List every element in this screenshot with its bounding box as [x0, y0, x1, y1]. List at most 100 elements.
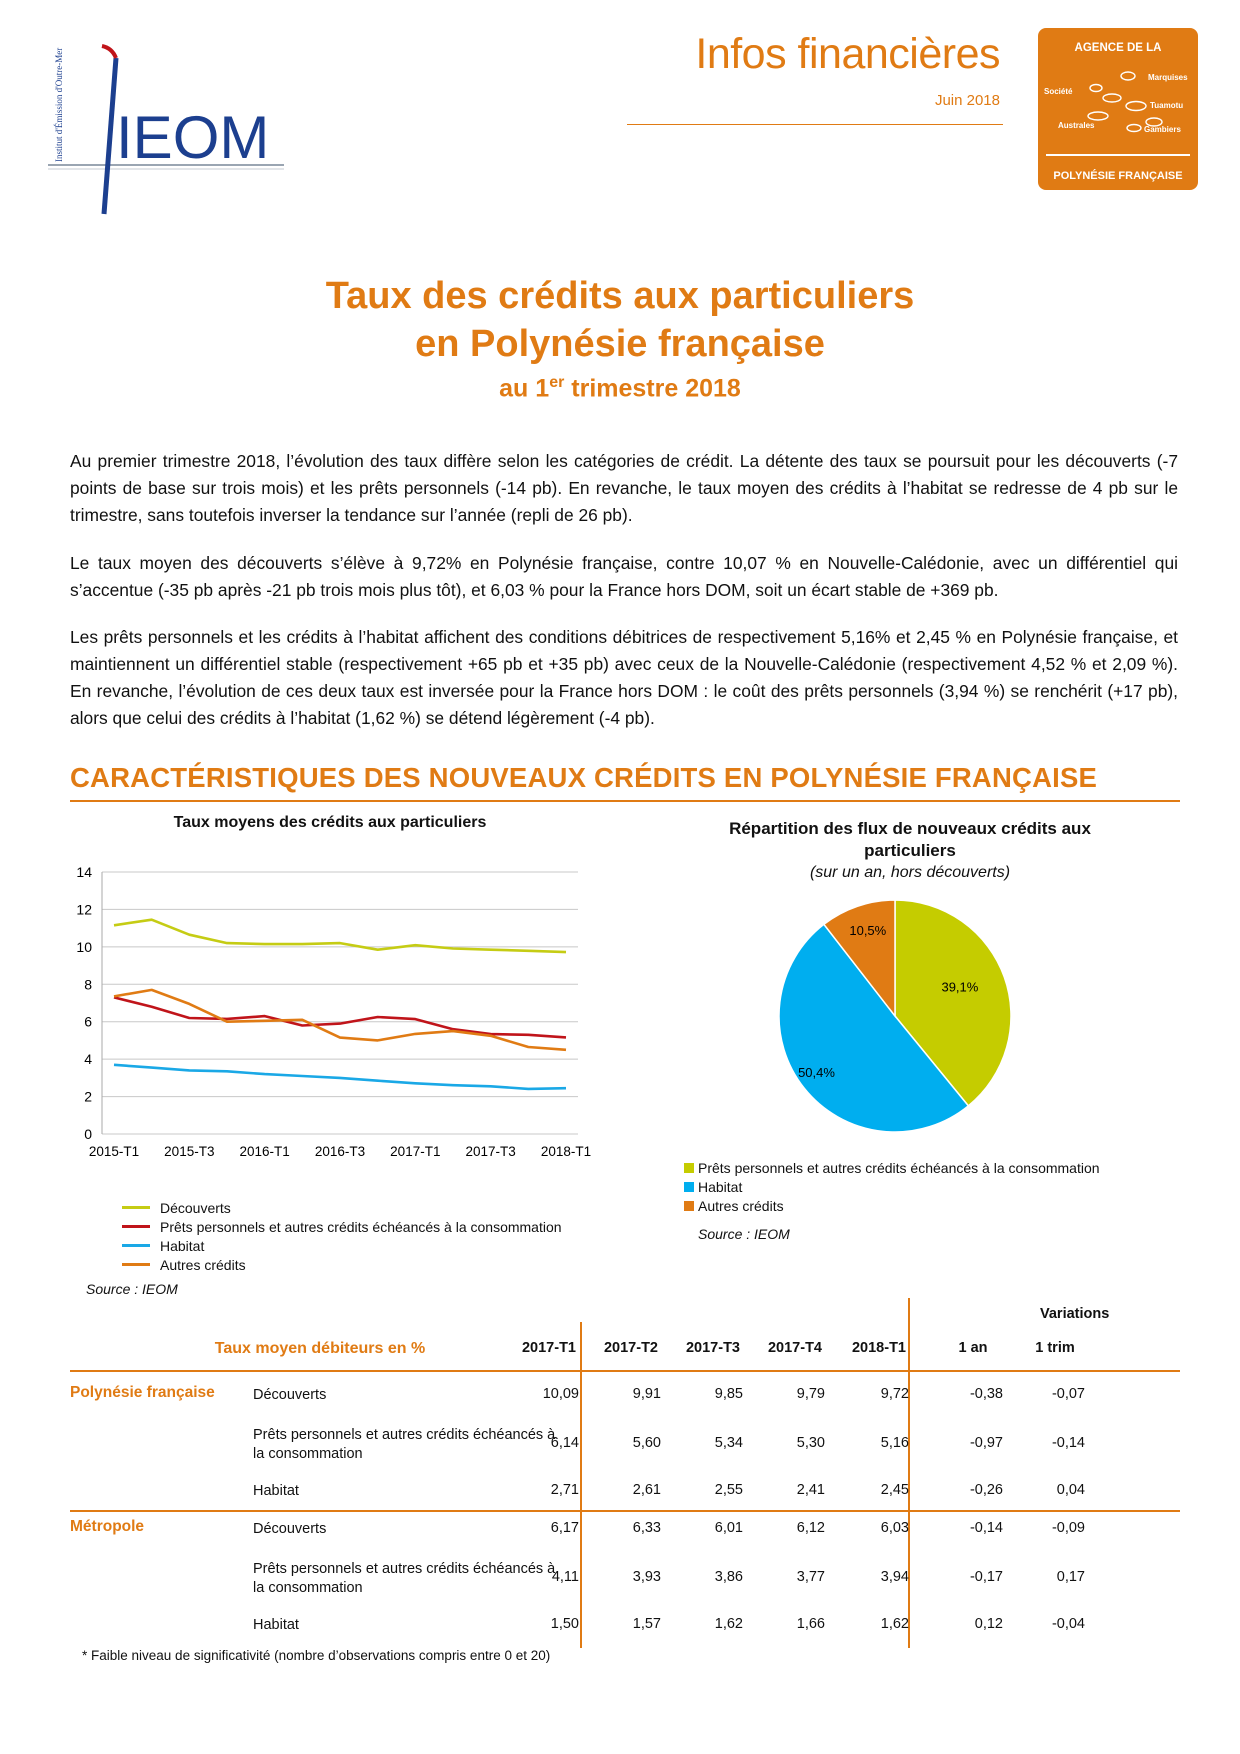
column-header: 1 trim	[1035, 1340, 1075, 1356]
table-cell: 1,50	[550, 1616, 579, 1632]
y-tick-label: 6	[84, 1014, 92, 1030]
table-cell: 6,14	[550, 1435, 579, 1451]
y-tick-label: 8	[84, 976, 92, 992]
svg-text:Marquises: Marquises	[1148, 73, 1188, 82]
table-cell: 4,11	[551, 1569, 579, 1585]
pie-slice-0	[894, 899, 1012, 1107]
legend-swatch	[122, 1206, 150, 1209]
pie-data-label: 50,4%	[798, 1065, 835, 1080]
doc-type: Infos financières	[695, 30, 1000, 78]
region-label: Polynésie française	[70, 1384, 215, 1401]
row-label: Habitat	[253, 1617, 299, 1633]
table-footnote: * Faible niveau de significativité (nomb…	[82, 1648, 551, 1663]
report-title: Taux des crédits aux particuliers en Pol…	[0, 272, 1240, 403]
row-label: Prêts personnels et autres crédits échéa…	[253, 1561, 556, 1596]
title-line-2: en Polynésie française	[415, 323, 825, 365]
column-header: 2017-T4	[767, 1340, 822, 1356]
agency-badge: AGENCE DE LA Marquises Société Tuamotu A…	[1038, 28, 1198, 190]
x-tick-label: 2015-T1	[89, 1144, 139, 1159]
table-cell: 2,71	[550, 1482, 579, 1498]
column-header: 2017-T2	[603, 1340, 658, 1356]
y-tick-label: 14	[76, 864, 92, 880]
table-cell: -0,38	[969, 1386, 1003, 1402]
pie-legend-autres: Autres crédits	[684, 1196, 1100, 1215]
x-tick-label: 2015-T3	[164, 1144, 214, 1159]
line-chart-legend: Découverts Prêts personnels et autres cr…	[122, 1198, 562, 1274]
row-label: Découverts	[253, 1521, 327, 1537]
variations-label: Variations	[1040, 1306, 1110, 1322]
table-cell: 6,03	[880, 1520, 909, 1536]
column-header: 2017-T1	[521, 1340, 576, 1356]
legend-prets: Prêts personnels et autres crédits échéa…	[122, 1217, 562, 1236]
table-cell: 3,86	[714, 1569, 743, 1585]
y-tick-label: 2	[84, 1089, 92, 1105]
table-rule-header	[70, 1370, 1180, 1372]
table-cell: 2,61	[632, 1482, 661, 1498]
y-tick-label: 4	[84, 1051, 92, 1067]
table-cell: 1,57	[632, 1616, 661, 1632]
agency-rule	[1046, 154, 1190, 156]
table-cell: 3,94	[880, 1569, 909, 1585]
table-rule-vertical	[908, 1298, 910, 1648]
agency-top: AGENCE DE LA	[1074, 42, 1162, 54]
table-cell: -0,14	[1051, 1435, 1085, 1451]
header-rule	[627, 124, 1003, 125]
table-cell: 10,09	[542, 1386, 579, 1402]
column-header: 2017-T3	[685, 1340, 740, 1356]
pie-data-label: 10,5%	[849, 923, 886, 938]
y-tick-label: 10	[76, 939, 92, 955]
islands-map-icon: Marquises Société Tuamotu Australes Gamb…	[1044, 71, 1188, 134]
legend-swatch	[684, 1181, 694, 1192]
legend-swatch	[122, 1263, 150, 1266]
table-cell: 6,17	[550, 1520, 579, 1536]
series-line-1	[113, 996, 567, 1039]
table-cell: 5,16	[880, 1435, 909, 1451]
y-tick-label: 0	[84, 1126, 92, 1142]
table-cell: 5,30	[796, 1435, 825, 1451]
series-line-3	[113, 988, 567, 1052]
section-rule	[70, 800, 1180, 802]
table-cell: -0,07	[1051, 1386, 1085, 1402]
paragraph-1: Au premier trimestre 2018, l’évolution d…	[70, 451, 1178, 525]
table-cell: -0,04	[1051, 1616, 1085, 1632]
legend-swatch	[122, 1225, 150, 1228]
table-cell: 5,60	[632, 1435, 661, 1451]
table-cell: 6,33	[632, 1520, 661, 1536]
series-line-0	[113, 918, 567, 954]
table-cell: 9,79	[796, 1386, 825, 1402]
table-caption: Taux moyen débiteurs en %	[214, 1340, 426, 1357]
table-cell: 1,62	[880, 1616, 909, 1632]
pie-slice-1	[778, 923, 970, 1133]
table-cell: 0,12	[974, 1616, 1003, 1632]
agency-bottom: POLYNÉSIE FRANÇAISE	[1053, 170, 1183, 182]
table-cell: 2,55	[714, 1482, 743, 1498]
table-cell: 6,01	[714, 1520, 743, 1536]
title-line-1: Taux des crédits aux particuliers	[325, 275, 915, 317]
table-cell: 6,12	[796, 1520, 825, 1536]
table-rule-vertical	[580, 1322, 582, 1648]
legend-autres: Autres crédits	[122, 1255, 562, 1274]
table-cell: -0,09	[1051, 1520, 1085, 1536]
table-cell: 3,77	[796, 1569, 825, 1585]
pie-chart: 39,1% 50,4% 10,5%	[778, 899, 1012, 1133]
table-cell: 3,93	[632, 1569, 661, 1585]
title-line-3: au 1er trimestre 2018	[499, 374, 741, 403]
brand-text: IEOM	[116, 104, 269, 171]
pie-legend-prets: Prêts personnels et autres crédits échéa…	[684, 1158, 1100, 1177]
svg-text:Australes: Australes	[1058, 121, 1095, 130]
svg-text:Institut d'Émission d'Outre-Me: Institut d'Émission d'Outre-Mer	[54, 48, 64, 162]
table-cell: -0,17	[969, 1569, 1003, 1585]
table-cell: 2,45	[880, 1482, 909, 1498]
pie-chart-subtitle: (sur un an, hors découverts)	[809, 864, 1011, 881]
x-tick-label: 2016-T1	[240, 1144, 290, 1159]
line-chart-source: Source : IEOM	[86, 1281, 178, 1297]
table-cell: 1,62	[714, 1616, 743, 1632]
table-cell: -0,97	[969, 1435, 1003, 1451]
rates-table-wrap: Variations Taux moyen débiteurs en % 201…	[70, 1298, 1180, 1648]
legend-swatch	[684, 1162, 694, 1173]
table-cell: 9,91	[632, 1386, 661, 1402]
line-chart: 0 2 4 6 8 10 12 14 2015-T1 2015-T3 2016-T1 2016-T3 2…	[76, 864, 591, 1159]
table-cell: 5,34	[714, 1435, 743, 1451]
table-cell: 1,66	[796, 1616, 825, 1632]
pie-legend-habitat: Habitat	[684, 1177, 1100, 1196]
